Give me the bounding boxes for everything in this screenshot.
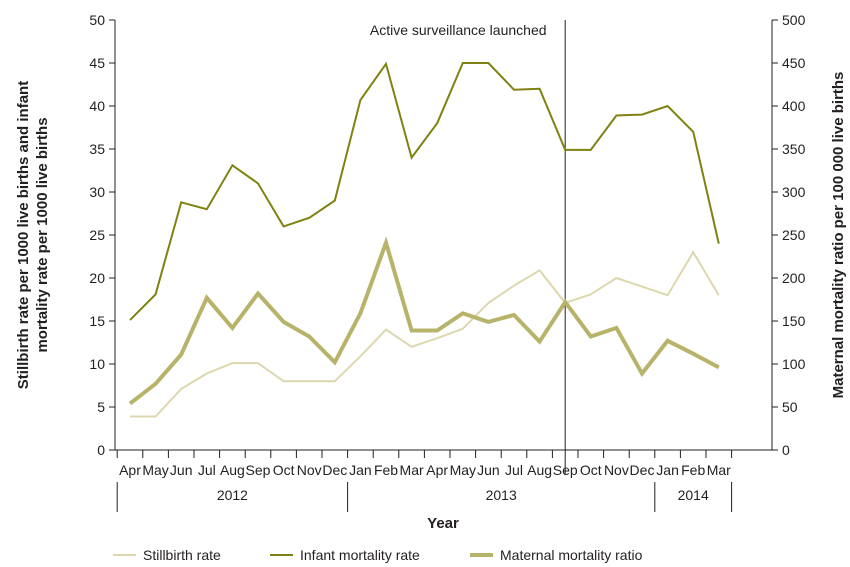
x-tick-label: Apr [426,462,448,478]
x-tick-label: Jul [198,462,216,478]
y-right-tick-label: 400 [782,98,806,114]
x-tick-label: Apr [119,462,141,478]
x-tick-label: Aug [220,462,245,478]
y-right-tick-label: 50 [782,399,798,415]
x-tick-label: Feb [374,462,398,478]
series-line-1 [129,61,720,321]
legend-label-2: Maternal mortality ratio [500,547,643,563]
y-right-tick-label: 250 [782,227,806,243]
x-tick-label: Jun [170,462,193,478]
x-tick-label: Jan [349,462,372,478]
y-right-tick-label: 150 [782,313,806,329]
x-tick-label: Dec [322,462,347,478]
x-axis: Apr May Jun Jul Aug Sep Oct Nov Dec Jan Feb Mar Apr M… [116,450,733,512]
axes: 0510152025303540455005010015020025030035… [89,12,805,458]
x-tick-label: Mar [400,462,424,478]
y-right-tick-label: 450 [782,55,806,71]
x-tick-label: Jun [477,462,500,478]
y-axis-left-title-line-1: Stillbirth rate per 1000 live births and… [15,81,32,389]
x-tick-label: Oct [580,462,602,478]
y-left-tick-label: 25 [89,227,105,243]
x-tick-label: Sep [553,462,578,478]
y-left-tick-label: 20 [89,270,105,286]
x-tick-label: Sep [246,462,271,478]
series [128,61,720,418]
y-left-tick-label: 35 [89,141,105,157]
y-axis-left-title: Stillbirth rate per 1000 live births and… [15,81,51,389]
series-line-0 [130,250,720,418]
x-tick-label: Aug [527,462,552,478]
x-axis-title: Year [427,515,459,532]
y-axis-left-title-line-2: mortality rate per 1000 live births [34,117,51,352]
y-left-tick-label: 10 [89,356,105,372]
x-tick-label: Mar [707,462,731,478]
y-right-tick-label: 350 [782,141,806,157]
y-left-tick-label: 0 [97,442,105,458]
y-left-tick-label: 40 [89,98,105,114]
x-tick-label: Dec [630,462,655,478]
x-tick-label: Nov [297,462,322,478]
year-label: 2014 [678,487,709,503]
x-tick-label: May [142,462,168,478]
year-label: 2013 [486,487,517,503]
y-right-tick-label: 300 [782,184,806,200]
y-right-tick-label: 500 [782,12,806,28]
series-line-2 [128,236,720,406]
y-right-tick-label: 0 [782,442,790,458]
y-right-tick-label: 200 [782,270,806,286]
year-label: 2012 [217,487,248,503]
legend-label-0: Stillbirth rate [143,547,221,563]
legend-label-1: Infant mortality rate [300,547,420,563]
y-left-tick-label: 15 [89,313,105,329]
y-right-tick-label: 100 [782,356,806,372]
x-tick-label: Nov [604,462,629,478]
x-tick-label: Oct [273,462,295,478]
y-left-tick-label: 5 [97,399,105,415]
x-tick-label: Feb [681,462,705,478]
y-left-tick-label: 45 [89,55,105,71]
legend: Stillbirth rate Infant mortality rate Mate… [113,547,643,563]
y-axis-right-title: Maternal mortality ratio per 100 000 liv… [830,72,847,399]
annotation-label: Active surveillance launched [370,22,547,38]
x-tick-label: Jul [505,462,523,478]
y-left-tick-label: 30 [89,184,105,200]
annotation: Active surveillance launched [370,20,566,475]
x-tick-label: May [450,462,476,478]
x-tick-label: Jan [656,462,679,478]
y-left-tick-label: 50 [89,12,105,28]
